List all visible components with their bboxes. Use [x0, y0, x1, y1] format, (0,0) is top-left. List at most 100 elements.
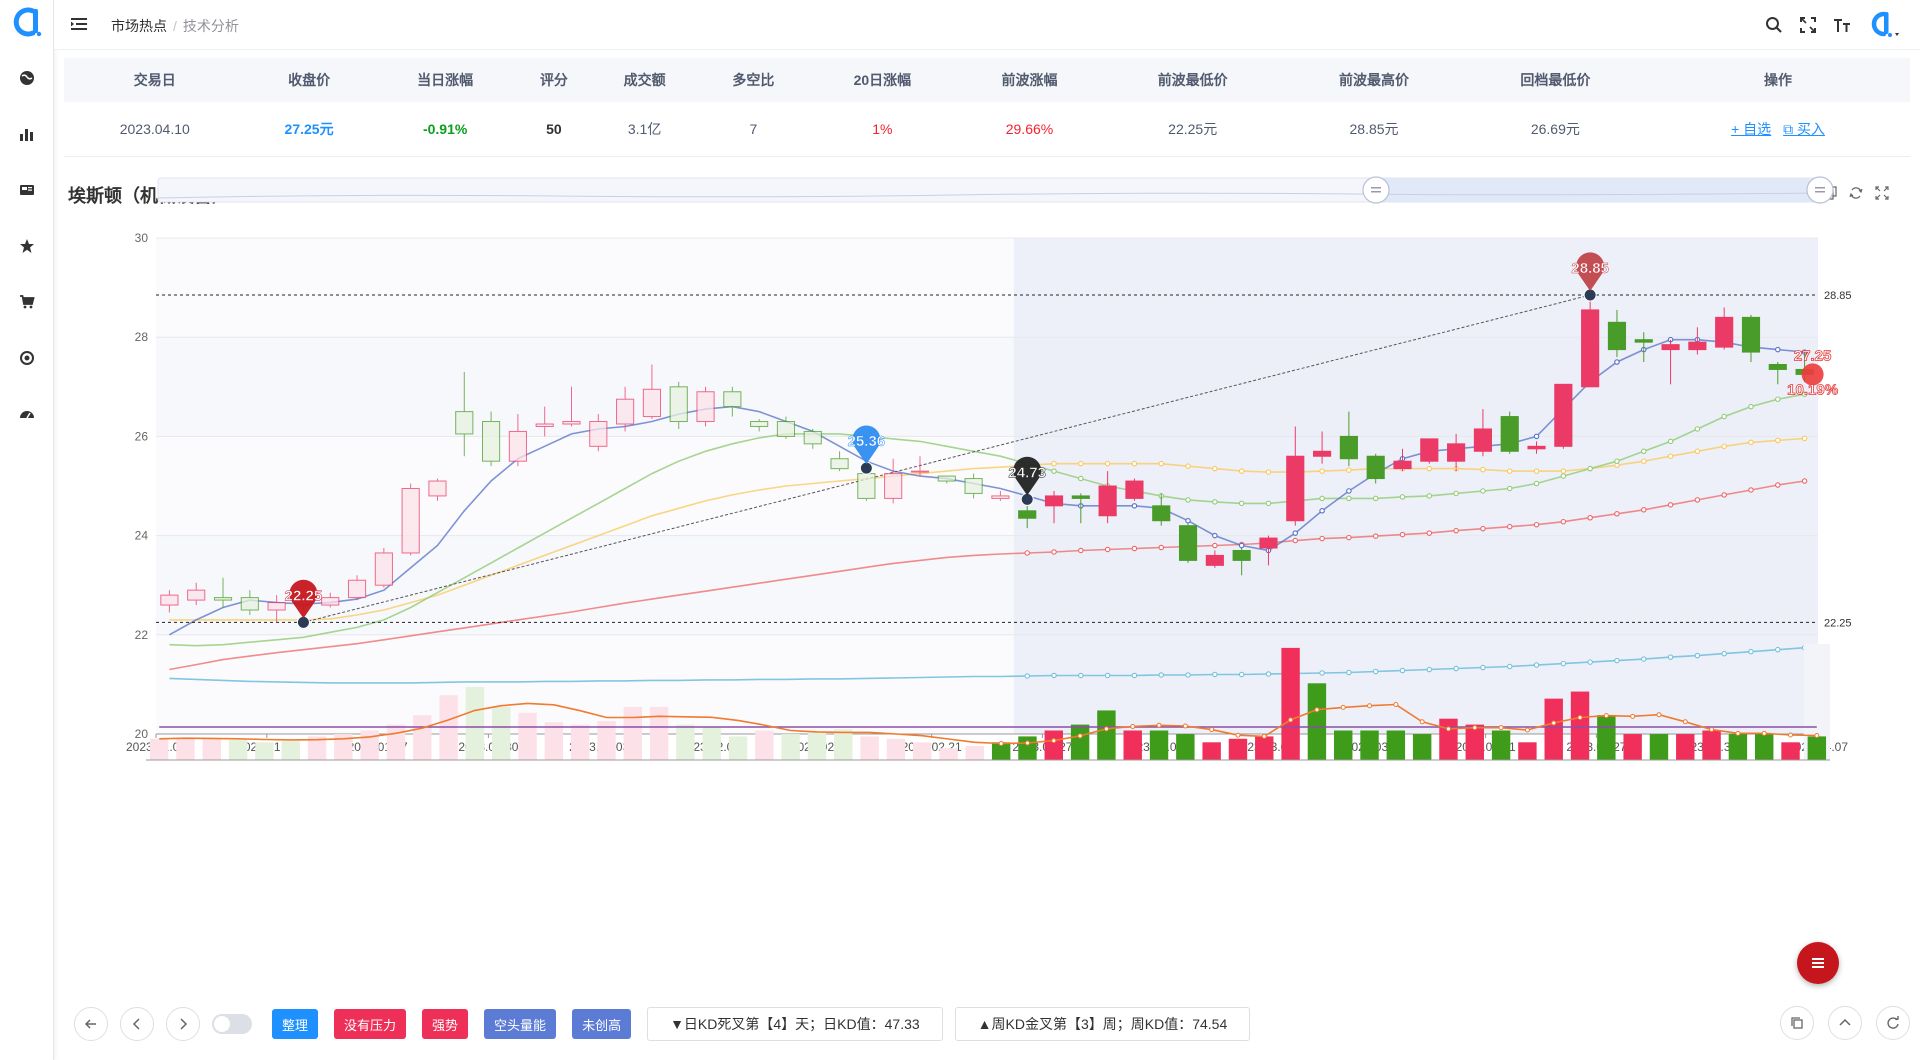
candle-body [1044, 495, 1064, 507]
marker-label: 28.85 [1571, 260, 1609, 277]
breadcrumb-separator: / [173, 18, 177, 34]
candle-body [187, 589, 206, 601]
kline-chart[interactable]: 2022242628302023.01.052023.01.112023.01.… [54, 170, 1920, 960]
ma250-point [1372, 668, 1379, 675]
datazoom-left-handle[interactable] [1362, 176, 1390, 204]
candle-body [1688, 341, 1707, 351]
candle [455, 371, 474, 457]
ma250-line [169, 646, 1805, 684]
restore-icon[interactable] [1848, 185, 1864, 201]
scroll-top-button[interactable] [1828, 1006, 1862, 1040]
float-menu-button[interactable] [1797, 942, 1839, 984]
volume-bar [1623, 734, 1642, 760]
ma250-point [1078, 672, 1084, 679]
ma18-point [1614, 458, 1620, 464]
ma63-point [1399, 531, 1406, 538]
copy-button[interactable] [1780, 1006, 1814, 1040]
star-icon[interactable] [17, 236, 37, 256]
ma250-point [1158, 672, 1164, 678]
tag-no-pressure[interactable]: 没有压力 [334, 1009, 407, 1039]
ma63-point [1801, 478, 1808, 484]
breadcrumb-root[interactable]: 市场热点 [111, 18, 167, 34]
cell-operations: + 自选 ⧉ 买入 [1646, 102, 1910, 157]
breadcrumb-current: 技术分析 [182, 18, 239, 34]
candle-body [1098, 485, 1117, 517]
fullscreen-icon[interactable] [1798, 15, 1818, 35]
tag-consolidation[interactable]: 整理 [272, 1009, 319, 1039]
col-operations: 操作 [1646, 58, 1910, 102]
candle [1178, 523, 1198, 563]
search-icon[interactable] [1764, 15, 1784, 35]
ma63-point [1158, 544, 1164, 551]
ma63-point [1587, 514, 1593, 521]
next-button[interactable] [166, 1007, 200, 1041]
volume-ma-point [1051, 738, 1057, 744]
volume-ma-point [1024, 740, 1030, 746]
candle-body [1715, 316, 1734, 348]
ma63-point [1319, 535, 1325, 542]
volume-bar [1597, 715, 1616, 760]
volume-bar [1307, 683, 1327, 760]
volume-bar [1465, 724, 1484, 760]
ma31-point [1051, 460, 1057, 467]
tag-no-new-high[interactable]: 未创高 [572, 1009, 632, 1039]
news-icon[interactable] [17, 180, 37, 200]
datazoom-right-handle[interactable] [1806, 176, 1834, 204]
ma31-point [1775, 437, 1781, 444]
menu-toggle-icon[interactable] [70, 15, 88, 33]
target-icon[interactable] [17, 348, 37, 368]
candle-body [267, 602, 286, 611]
toggle-switch[interactable] [212, 1014, 252, 1034]
volume-bar [913, 742, 932, 760]
ma63-point [1051, 549, 1057, 555]
refresh-icon [1887, 1016, 1899, 1029]
prev-button[interactable] [120, 1007, 154, 1041]
candle [1125, 478, 1144, 501]
tag-bear-volume[interactable]: 空头量能 [484, 1009, 557, 1039]
candle-body [1581, 309, 1600, 388]
buy-link[interactable]: ⧉ 买入 [1783, 121, 1825, 137]
ma31-point [1319, 468, 1325, 474]
bar-chart-icon[interactable] [17, 124, 37, 144]
user-avatar[interactable] [1866, 11, 1900, 37]
ma18-point [1078, 475, 1084, 482]
col-wave-high: 前波最高价 [1283, 58, 1465, 102]
candle [1527, 441, 1546, 454]
candle [1339, 411, 1358, 467]
volume-ma-point [1209, 727, 1215, 733]
candle [1152, 493, 1171, 526]
refresh-button[interactable] [1876, 1006, 1910, 1040]
volume-bar [228, 739, 248, 760]
globe-icon[interactable] [17, 68, 37, 88]
cell-ratio: 7 [699, 102, 808, 157]
ma18-point [1748, 403, 1754, 410]
volume-ma-point [1709, 727, 1715, 733]
volume-ma-point [1077, 733, 1083, 739]
ma18-point [1399, 494, 1406, 500]
candle [1098, 471, 1117, 524]
volume-bar [1149, 730, 1169, 760]
candle [642, 364, 661, 420]
back-button[interactable] [74, 1007, 108, 1041]
volume-bar [1281, 647, 1300, 760]
ma18-point [1319, 495, 1325, 502]
volume-bar [623, 706, 642, 760]
ma63-point [1560, 518, 1567, 525]
font-size-icon[interactable] [1832, 15, 1852, 35]
volume-bar [702, 726, 721, 760]
candle-body [884, 473, 903, 499]
candle-body [1768, 363, 1787, 370]
expand-icon[interactable] [1874, 185, 1890, 201]
candle-body [240, 597, 259, 611]
y-tick-label: 22 [135, 628, 149, 642]
candle [1018, 505, 1037, 529]
volume-bar [492, 706, 511, 760]
app-logo[interactable] [11, 7, 43, 39]
ma5-point [1319, 508, 1325, 514]
handle-grip [1371, 187, 1381, 189]
add-watchlist-link[interactable]: + 自选 [1731, 120, 1772, 137]
dashboard-icon[interactable] [17, 404, 37, 424]
cart-icon[interactable] [17, 292, 37, 312]
volume-ma-point [1235, 732, 1241, 738]
tag-strong[interactable]: 强势 [422, 1009, 469, 1039]
